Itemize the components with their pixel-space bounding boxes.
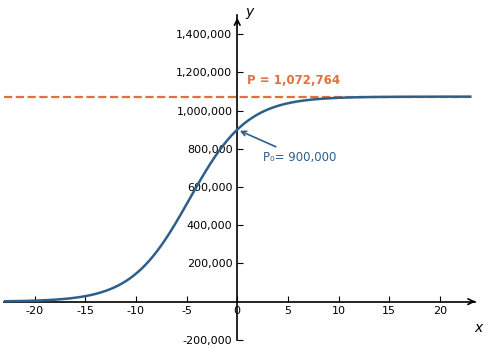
Text: P = 1,072,764: P = 1,072,764 — [247, 74, 340, 87]
Text: y: y — [245, 5, 254, 19]
Text: P₀= 900,000: P₀= 900,000 — [242, 131, 336, 164]
Text: x: x — [474, 321, 483, 335]
